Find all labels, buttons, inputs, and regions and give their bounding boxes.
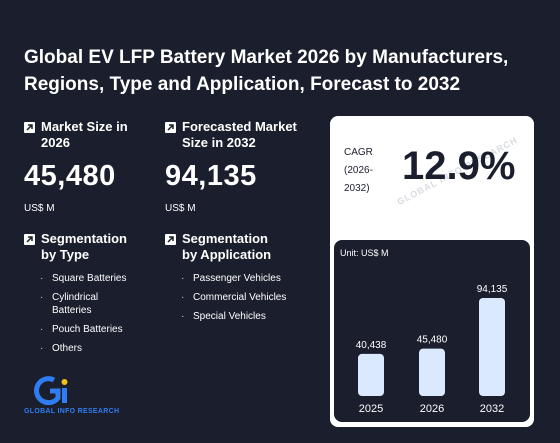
logo-mark-icon bbox=[34, 376, 68, 406]
segment-application-heading: Segmentation by Application bbox=[182, 231, 272, 262]
market-size-block: Market Size in 2026 45,480 US$ M bbox=[24, 119, 137, 214]
cagr-value: 12.9% bbox=[402, 144, 516, 188]
segment-type-block: Segmentation by Type · Square Batteries ·… bbox=[24, 231, 140, 361]
segment-application-list: · Passenger Vehicles · Commercial Vehicles… bbox=[181, 272, 321, 323]
list-item: · Square Batteries bbox=[40, 273, 127, 284]
market-size-unit: US$ M bbox=[24, 203, 55, 214]
arrow-up-right-icon bbox=[165, 122, 176, 133]
list-item: · Others bbox=[40, 343, 83, 354]
cagr-label: CAGR (2026- 2032) bbox=[344, 147, 373, 194]
bar-2025 bbox=[358, 353, 384, 396]
bar-chart-svg: 40,438 2025 45,480 2026 94,135 2032 bbox=[356, 284, 508, 415]
list-item: · Commercial Vehicles bbox=[181, 292, 287, 303]
list-item: · Passenger Vehicles bbox=[181, 273, 281, 284]
cagr-card: GLOBAL INFO RESEARCH CAGR (2026- 2032) 1… bbox=[330, 116, 534, 427]
segment-application-block: Segmentation by Application · Passenger V… bbox=[165, 231, 321, 329]
bar-value-label: 94,135 bbox=[477, 284, 508, 295]
arrow-up-right-icon bbox=[24, 234, 35, 245]
company-logo: GLOBAL INFO RESEARCH bbox=[24, 374, 144, 424]
logo-text: GLOBAL INFO RESEARCH bbox=[24, 408, 120, 415]
forecast-label: Forecasted Market Size in 2032 bbox=[182, 119, 297, 150]
segment-type-list: · Square Batteries · Cylindrical Batteries… bbox=[40, 272, 140, 355]
category-label: 2032 bbox=[480, 403, 504, 415]
bar-2026 bbox=[419, 348, 445, 396]
forecast-unit: US$ M bbox=[165, 203, 196, 214]
forecast-value: 94,135 bbox=[165, 160, 257, 192]
bar-2032 bbox=[479, 298, 505, 396]
category-label: 2025 bbox=[359, 403, 383, 415]
chart-unit-label: Unit: US$ M bbox=[340, 248, 389, 258]
arrow-up-right-icon bbox=[24, 122, 35, 133]
bar-value-label: 45,480 bbox=[417, 335, 448, 346]
list-item: · Cylindrical Batteries bbox=[40, 292, 99, 316]
list-item: · Special Vehicles bbox=[181, 311, 266, 322]
forecast-block: Forecasted Market Size in 2032 94,135 US… bbox=[165, 119, 312, 214]
list-item: · Pouch Batteries bbox=[40, 324, 123, 335]
market-size-label: Market Size in 2026 bbox=[41, 119, 128, 150]
market-size-value: 45,480 bbox=[24, 160, 116, 192]
bar-chart: Unit: US$ M 40,438 2025 45,480 2026 94,135 20… bbox=[334, 240, 530, 422]
bar-value-label: 40,438 bbox=[356, 340, 387, 351]
category-label: 2026 bbox=[420, 403, 444, 415]
segment-type-heading: Segmentation by Type bbox=[41, 231, 127, 262]
page-title: Global EV LFP Battery Market 2026 by Man… bbox=[24, 47, 509, 95]
arrow-up-right-icon bbox=[165, 234, 176, 245]
